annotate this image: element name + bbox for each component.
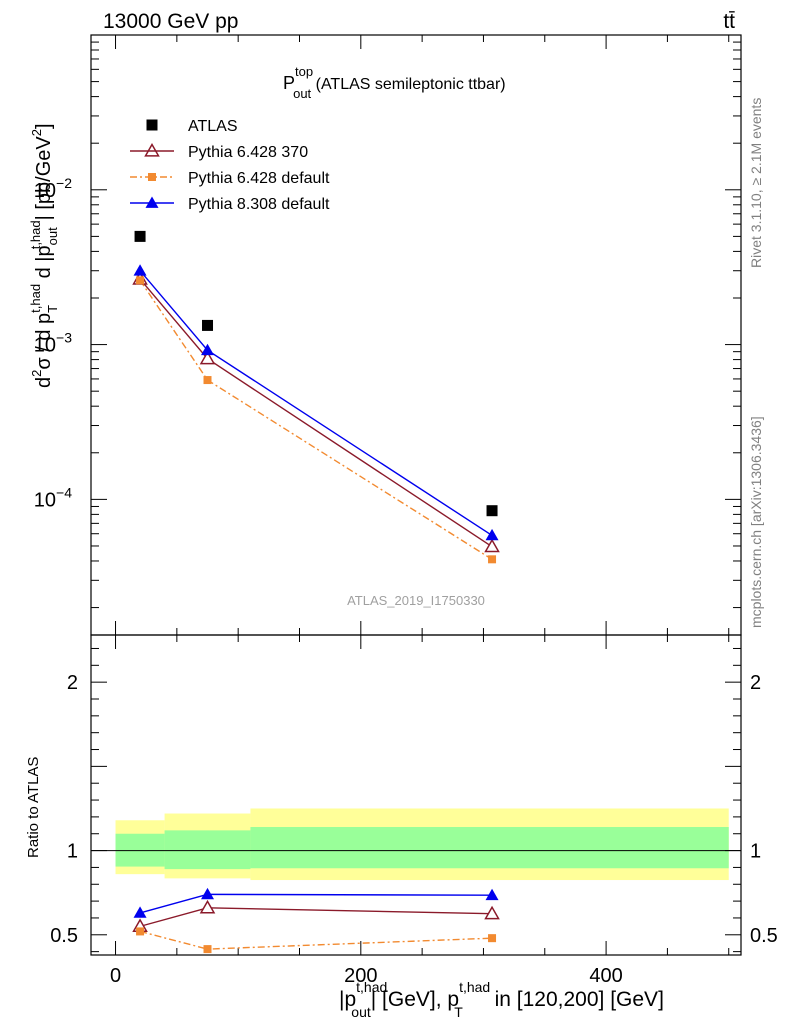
- band-inner-1: [164, 830, 251, 870]
- legend-marker-atlas: [146, 119, 158, 131]
- legend-label-pythia-8-308-default: Pythia 8.308 default: [188, 196, 330, 213]
- band-inner-2: [250, 827, 729, 869]
- x-tick-label: 400: [589, 965, 622, 987]
- ratio-tick-label-left: 1: [67, 841, 78, 863]
- chart-title: Ptop out (ATLAS semileptonic ttbar): [283, 64, 506, 101]
- point-atlas-1: [202, 319, 214, 331]
- y-tick-label: 10−4: [34, 484, 72, 511]
- ratio-point-pythia-6-428-default-1: [203, 945, 212, 954]
- tick-labels: 0 200 400 10−2 10−3 10−4 0.5 0.5 1 1 2 2: [34, 175, 778, 987]
- ratio-tick-label-left: 2: [67, 672, 78, 694]
- y-tick-label: 10−2: [34, 175, 72, 202]
- x-tick-label: 200: [344, 965, 377, 987]
- ratio-point-pythia-8-308-default-2: [485, 888, 499, 901]
- ratio-point-pythia-8-308-default-1: [201, 887, 215, 900]
- legend-label-pythia-6-428-370: Pythia 6.428 370: [188, 144, 308, 161]
- ratio-point-pythia-8-308-default-0: [133, 906, 147, 918]
- x-axis-label: |pt,had out| [GeV], pt,had T in [120,200] …: [339, 979, 664, 1020]
- series-markers: [132, 119, 500, 954]
- ratio-tick-label-right: 0.5: [750, 925, 778, 947]
- ratio-y-axis-label: Ratio to ATLAS: [25, 757, 42, 858]
- mcplots-label: mcplots.cern.ch [arXiv:1306.3436]: [748, 416, 764, 628]
- point-atlas-2: [486, 505, 498, 517]
- point-atlas-0: [134, 230, 146, 242]
- point-pythia-6-428-370-1: [199, 350, 216, 365]
- point-pythia-6-428-default-2: [488, 555, 497, 564]
- ratio-point-pythia-6-428-370-2: [484, 905, 500, 920]
- line-pythia-6-428-default: [139, 279, 493, 560]
- legend-label-pythia-6-428-default: Pythia 6.428 default: [188, 170, 330, 187]
- header-left: 13000 GeV pp: [103, 10, 238, 33]
- plot-frames: [90, 34, 742, 956]
- rivet-version-label: Rivet 3.1.10, ≥ 2.1M events: [748, 98, 764, 268]
- x-tick-label: 0: [110, 965, 121, 987]
- legend-marker-pythia-8-308-default: [145, 196, 159, 208]
- ratio-line-pythia-6-428-370: [139, 907, 493, 928]
- point-pythia-8-308-default-2: [485, 528, 499, 541]
- ratio-point-pythia-6-428-default-2: [488, 934, 497, 943]
- legend-marker-pythia-6-428-370: [144, 142, 160, 157]
- point-pythia-6-428-default-0: [136, 276, 145, 285]
- point-pythia-8-308-default-0: [133, 264, 147, 276]
- line-pythia-8-308-default: [139, 270, 493, 537]
- y-axis-label: d2σ / d pTt,had d |poutt,had| [pb/GeV2]: [28, 123, 60, 388]
- ratio-error-bands: [91, 808, 741, 881]
- point-pythia-8-308-default-1: [201, 343, 215, 356]
- y-tick-label: 10−3: [34, 330, 72, 357]
- ratio-line-pythia-6-428-default: [139, 930, 493, 950]
- analysis-watermark: ATLAS_2019_I1750330: [347, 593, 485, 608]
- ratio-tick-label-left: 0.5: [50, 925, 78, 947]
- ratio-panel-frame: [90, 634, 742, 956]
- axis-ticks: [91, 34, 741, 955]
- ratio-point-pythia-6-428-370-1: [199, 899, 216, 914]
- point-pythia-6-428-370-2: [484, 538, 500, 553]
- line-pythia-6-428-370: [139, 278, 493, 548]
- legend-label-atlas: ATLAS: [188, 118, 238, 135]
- point-pythia-6-428-default-1: [203, 376, 212, 385]
- ratio-tick-label-right: 1: [750, 841, 761, 863]
- ratio-tick-label-right: 2: [750, 672, 761, 694]
- ratio-point-pythia-6-428-default-0: [136, 927, 145, 936]
- header-right: tt̄: [723, 10, 735, 33]
- legend: ATLAS Pythia 6.428 370 Pythia 6.428 defaul…: [130, 118, 330, 213]
